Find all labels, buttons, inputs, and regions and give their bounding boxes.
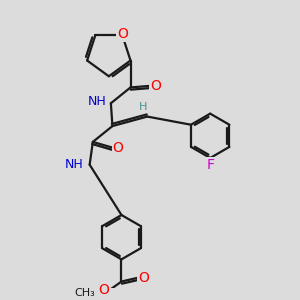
Text: F: F (206, 158, 214, 172)
Text: O: O (117, 27, 128, 41)
Text: O: O (150, 79, 161, 93)
Text: NH: NH (87, 95, 106, 108)
Text: CH₃: CH₃ (74, 288, 95, 298)
Text: O: O (113, 141, 124, 154)
Text: O: O (98, 284, 109, 297)
Text: H: H (139, 102, 148, 112)
Text: O: O (138, 271, 149, 285)
Text: NH: NH (65, 158, 84, 171)
